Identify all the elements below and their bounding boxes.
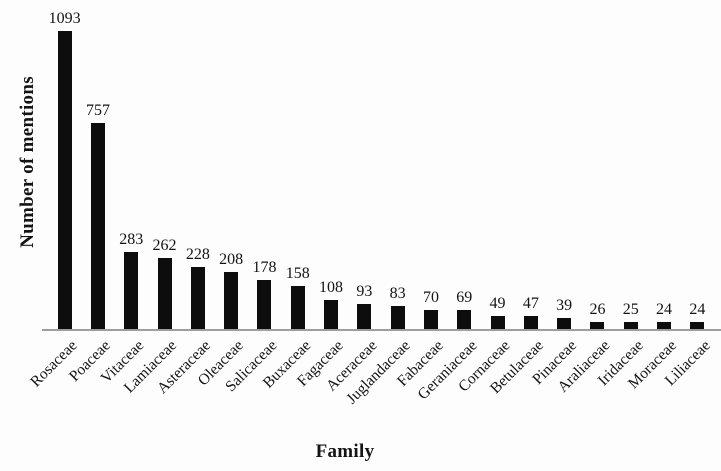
bar [90,123,105,329]
bar [290,286,305,329]
bar-column: 757 [81,102,115,329]
x-axis-line [42,329,721,331]
bar-column: 70 [414,289,448,329]
bar [657,322,672,329]
bar-column: 26 [580,301,614,329]
bar-column: 69 [447,289,481,329]
bar [557,318,572,329]
bar-column: 262 [148,237,182,329]
bar-column: 24 [680,301,714,329]
bar-value-label: 757 [85,102,110,120]
bar-value-label: 25 [622,301,639,319]
bar-value-label: 69 [456,289,473,307]
bar-value-label: 108 [319,279,344,297]
bar-value-label: 24 [689,301,706,319]
bar-value-label: 26 [589,301,606,319]
bar-column: 24 [647,301,681,329]
bar-value-label: 24 [656,301,673,319]
y-axis-title: Number of mentions [17,76,38,248]
bar-value-label: 178 [252,259,277,277]
bar [357,304,372,329]
bar [390,306,405,329]
bar [324,300,339,329]
bar-column: 49 [481,295,515,329]
bar-column: 93 [347,283,381,329]
bar [124,252,139,329]
x-axis-title: Family [315,441,375,462]
bar [490,316,505,329]
bar-value-label: 47 [522,295,539,313]
bar-value-label: 83 [389,285,406,303]
bar-column: 158 [281,265,315,329]
bar [190,267,205,329]
bar-value-label: 39 [556,297,573,315]
bar-column: 108 [314,279,348,329]
bar-column: 39 [547,297,581,329]
bar-value-label: 228 [185,246,210,264]
bar-column: 25 [614,301,648,329]
bar-value-label: 49 [489,295,506,313]
bar-value-label: 93 [356,283,373,301]
bar-column: 228 [181,246,215,329]
bar-column: 1093 [48,10,82,329]
bar [623,322,638,329]
bar-value-label: 1093 [48,10,81,28]
bar [157,258,172,329]
bar [523,316,538,329]
bar [590,322,605,329]
bar [224,272,239,329]
bar-column: 178 [247,259,281,329]
bar-column: 83 [381,285,415,329]
bar-value-label: 208 [219,251,244,269]
bar-value-label: 283 [119,231,144,249]
bar [457,310,472,329]
bar-value-label: 70 [422,289,439,307]
bar [57,31,72,329]
bar-column: 208 [214,251,248,329]
bar-value-label: 262 [152,237,177,255]
bar-value-label: 158 [285,265,310,283]
bar [423,310,438,329]
bar [257,280,272,329]
bar [690,322,705,329]
bar-column: 47 [514,295,548,329]
bar-column: 283 [114,231,148,329]
